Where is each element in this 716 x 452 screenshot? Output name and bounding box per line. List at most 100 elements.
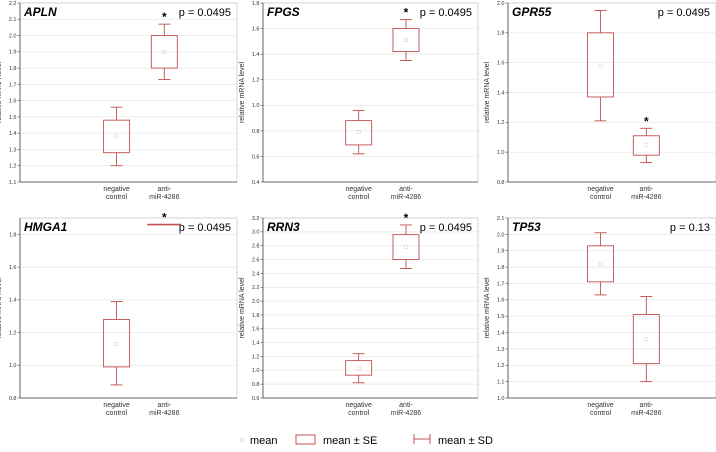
- p-value: p = 0.13: [670, 222, 710, 234]
- x-category-label: negative: [345, 402, 372, 409]
- gene-title: TP53: [512, 220, 541, 234]
- mean-marker: [162, 49, 167, 54]
- y-tick-label: 1.4: [9, 298, 17, 304]
- y-tick-label: 1.6: [497, 298, 505, 304]
- y-tick-label: 2.0: [252, 299, 260, 305]
- y-tick-label: 1.0: [9, 363, 17, 369]
- chart-panel-gpr55: 0.8 1.0 1.2 1.4 1.6 1.8 2.0 relative mRNA level…: [484, 1, 716, 201]
- significance-star: *: [404, 6, 409, 20]
- y-tick-label: 1.4: [252, 52, 260, 58]
- p-value: p = 0.0495: [658, 7, 710, 19]
- y-tick-label: 1.0: [252, 368, 260, 374]
- p-value: p = 0.0495: [179, 222, 231, 234]
- x-category-label: negative: [587, 186, 614, 193]
- y-tick-label: 3.2: [252, 216, 260, 222]
- y-tick-label: 1.8: [9, 232, 17, 238]
- p-value: p = 0.0495: [420, 7, 472, 19]
- chart-panel-hmga1: 0.8 1.0 1.2 1.4 1.6 1.8 relative mRNA level HMG…: [0, 211, 238, 417]
- y-tick-label: 2.2: [252, 285, 260, 291]
- y-tick-label: 1.0: [497, 150, 505, 156]
- plot-frame: [262, 217, 479, 399]
- y-tick-label: 2.0: [497, 232, 505, 238]
- y-tick-label: 1.4: [497, 90, 505, 96]
- y-tick-label: 1.2: [252, 354, 260, 360]
- x-category-label: anti-: [157, 402, 171, 409]
- y-tick-label: 1.2: [497, 363, 505, 369]
- y-tick-label: 1.6: [252, 327, 260, 333]
- x-category-label: miR-4286: [149, 410, 179, 417]
- y-tick-label: 0.4: [252, 180, 260, 186]
- mean-marker: [644, 142, 649, 147]
- legend-sd-label: mean ± SD: [438, 435, 493, 447]
- y-tick-label: 1.9: [497, 249, 505, 255]
- chart-panel-apln: 1.1 1.2 1.3 1.4 1.5 1.6 1.7 1.8 1.9 2.0 2.1 2.2 rela…: [0, 1, 238, 201]
- box-se: [103, 319, 131, 368]
- x-category-label: control: [106, 410, 127, 417]
- y-tick-label: 1.1: [497, 380, 505, 386]
- y-tick-label: 1.6: [252, 26, 260, 32]
- box-se: [632, 314, 660, 365]
- mean-marker: [356, 130, 361, 135]
- gene-title: GPR55: [512, 5, 552, 19]
- box-se: [345, 360, 373, 376]
- y-tick-label: 2.6: [252, 257, 260, 263]
- y-tick-label: 1.4: [252, 341, 260, 347]
- mean-marker: [598, 63, 603, 68]
- y-tick-label: 2.2: [9, 1, 17, 7]
- y-tick-label: 1.6: [9, 265, 17, 271]
- significance-star: *: [404, 211, 409, 225]
- y-tick-label: 1.2: [9, 164, 17, 170]
- mean-marker: [644, 337, 649, 341]
- plot-frame: [507, 217, 716, 399]
- chart-panel-fpgs: 0.4 0.6 0.8 1.0 1.2 1.4 1.6 1.8 relative mRNA le…: [239, 1, 479, 201]
- p-value: p = 0.0495: [179, 7, 231, 19]
- y-tick-label: 1.6: [9, 99, 17, 105]
- y-tick-label: 1.2: [9, 330, 17, 336]
- box-se: [103, 119, 131, 154]
- x-category-label: anti-: [399, 402, 413, 409]
- significance-star: *: [162, 211, 167, 225]
- x-category-label: negative: [587, 402, 614, 409]
- x-category-label: miR-4286: [149, 194, 179, 201]
- y-tick-label: 1.4: [497, 330, 505, 336]
- plot-frame: [19, 2, 238, 183]
- mean-marker: [598, 261, 603, 266]
- box-se: [392, 234, 420, 260]
- y-tick-label: 1.4: [9, 131, 17, 137]
- chart-panel-tp53: 1.0 1.1 1.2 1.3 1.4 1.5 1.6 1.7 1.8 1.9 2.0 2.1 rela…: [484, 216, 716, 417]
- y-tick-label: 2.1: [497, 216, 505, 222]
- y-axis-label: relative mRNA level: [239, 277, 246, 339]
- y-tick-label: 0.8: [497, 180, 505, 186]
- x-category-label: miR-4286: [391, 194, 421, 201]
- y-tick-label: 1.1: [9, 180, 17, 186]
- y-tick-label: 2.4: [252, 271, 260, 277]
- x-category-label: control: [590, 410, 611, 417]
- box-se: [392, 28, 420, 53]
- x-category-label: miR-4286: [631, 194, 661, 201]
- gene-title: FPGS: [267, 5, 300, 19]
- y-tick-label: 2.0: [9, 33, 17, 39]
- y-tick-label: 1.3: [497, 347, 505, 353]
- y-tick-label: 2.1: [9, 17, 17, 23]
- y-tick-label: 1.0: [252, 103, 260, 109]
- y-tick-label: 1.5: [497, 314, 505, 320]
- box-se: [150, 35, 178, 69]
- legend-mean-label: mean: [250, 435, 278, 447]
- y-tick-label: 2.0: [497, 1, 505, 7]
- plot-frame: [19, 217, 238, 399]
- y-axis-label: relative mRNA level: [0, 277, 3, 339]
- significance-star: *: [162, 10, 167, 24]
- x-category-label: negative: [103, 402, 130, 409]
- box-se: [632, 135, 660, 156]
- box-se: [345, 120, 373, 146]
- legend-mean-marker: [239, 438, 244, 442]
- y-tick-label: 1.0: [497, 396, 505, 402]
- legend-se-box: [295, 434, 316, 445]
- x-category-label: control: [590, 194, 611, 201]
- y-tick-label: 1.8: [9, 66, 17, 72]
- x-category-label: anti-: [640, 186, 654, 193]
- x-category-label: miR-4286: [631, 410, 661, 417]
- y-tick-label: 0.6: [252, 396, 260, 402]
- chart-panel-rrn3: 0.6 0.8 1.0 1.2 1.4 1.6 1.8 2.0 2.2 2.4 2.6 2.8 3.0 3…: [239, 211, 479, 417]
